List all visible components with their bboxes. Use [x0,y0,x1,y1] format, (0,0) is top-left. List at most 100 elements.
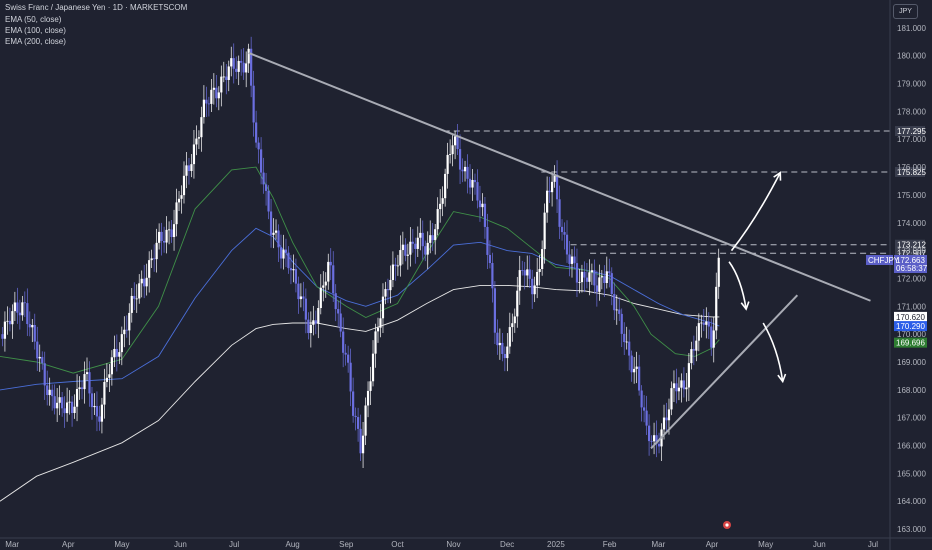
candle-body [531,278,534,295]
candle [615,294,618,325]
candle [570,249,574,278]
candle [252,70,255,137]
candle-body [359,428,362,454]
currency-button[interactable]: JPY [893,4,918,19]
candle [103,368,106,419]
candle-body [528,269,531,279]
ema-lines [0,166,720,502]
scenario-arrows [728,171,787,384]
candle [697,313,700,352]
candle-body [394,264,397,267]
candle-body [257,142,260,150]
candle [143,264,146,299]
candle [98,405,101,431]
candle [337,300,340,328]
candle [26,288,29,336]
level-label-box [895,166,925,177]
candle-body [324,281,327,286]
y-tick-label: 170.000 [897,330,926,339]
candle [140,270,143,298]
candle-body [595,285,598,292]
candle [628,329,631,371]
candle [312,305,315,336]
candle [172,209,176,251]
candle [429,220,432,254]
candle [458,134,462,185]
candle [379,303,382,338]
event-marker-icon[interactable] [723,521,731,529]
candle-body [414,243,417,249]
candle-body [488,254,492,264]
candle [396,254,399,276]
candle [371,340,375,387]
candle [220,65,223,107]
candle [513,308,516,333]
legend-ema-100[interactable]: EMA (100, close) [5,26,66,35]
candle [366,381,370,418]
candle-body [217,92,220,99]
candle-body [90,393,94,408]
candle [250,36,253,98]
candle [682,367,686,398]
legend-ema-200[interactable]: EMA (200, close) [5,37,66,46]
candle-body [292,269,295,271]
candle-body [426,242,429,255]
arrow-head [740,301,750,311]
candle-body [655,435,658,444]
candle-body [294,269,298,284]
candle-body [307,319,310,334]
candle-body [342,331,345,353]
candle [108,364,111,393]
candle-body [665,417,668,421]
candle-body [163,240,166,243]
candle [262,157,265,194]
legend-ema-50[interactable]: EMA (50, close) [5,15,62,24]
candle-body [252,85,255,123]
candle-body [225,76,228,80]
candle-body [645,410,648,426]
y-tick-label: 163.000 [897,525,926,534]
candle-body [170,229,173,238]
price-badge-timer: 06:58:37 [896,264,928,273]
candle-body [180,195,183,199]
x-axis[interactable]: Mar Apr May Jun Jul Aug Sep Oct Nov Dec 2025 Feb Mar… [5,540,878,549]
candle [685,372,688,402]
candle [578,268,581,294]
level-label-box [895,248,925,259]
candle [195,125,198,156]
y-tick-label: 173.000 [897,247,926,256]
candle-body [230,58,233,67]
level-label: 175.825 [897,168,926,177]
price-badge [894,337,927,348]
candle [105,363,108,388]
candle [518,255,521,305]
candle-body [453,136,457,146]
candle-body [523,270,526,276]
x-tick-label: Sep [339,540,354,549]
candle-body [145,277,148,287]
candle [389,265,392,304]
candle-body [70,401,74,414]
candle-body [476,182,479,201]
candle [225,64,228,95]
candle [434,223,437,255]
candle [424,240,427,262]
candle [670,381,673,416]
candle [655,420,658,458]
candle [394,257,397,281]
candle [269,198,273,248]
candle [130,288,133,323]
candle-body [347,354,350,363]
candle-body [190,164,193,172]
candle [501,332,504,362]
candle-body [548,190,551,193]
y-axis[interactable]: 163.000 164.000 165.000 166.000 167.000 168.0… [897,24,926,534]
candle [28,311,31,337]
candle-body [120,334,123,353]
candle-body [518,270,521,291]
candle [90,387,94,420]
candle [63,396,66,428]
y-tick-label: 169.000 [897,358,926,367]
candle-body [172,224,176,238]
